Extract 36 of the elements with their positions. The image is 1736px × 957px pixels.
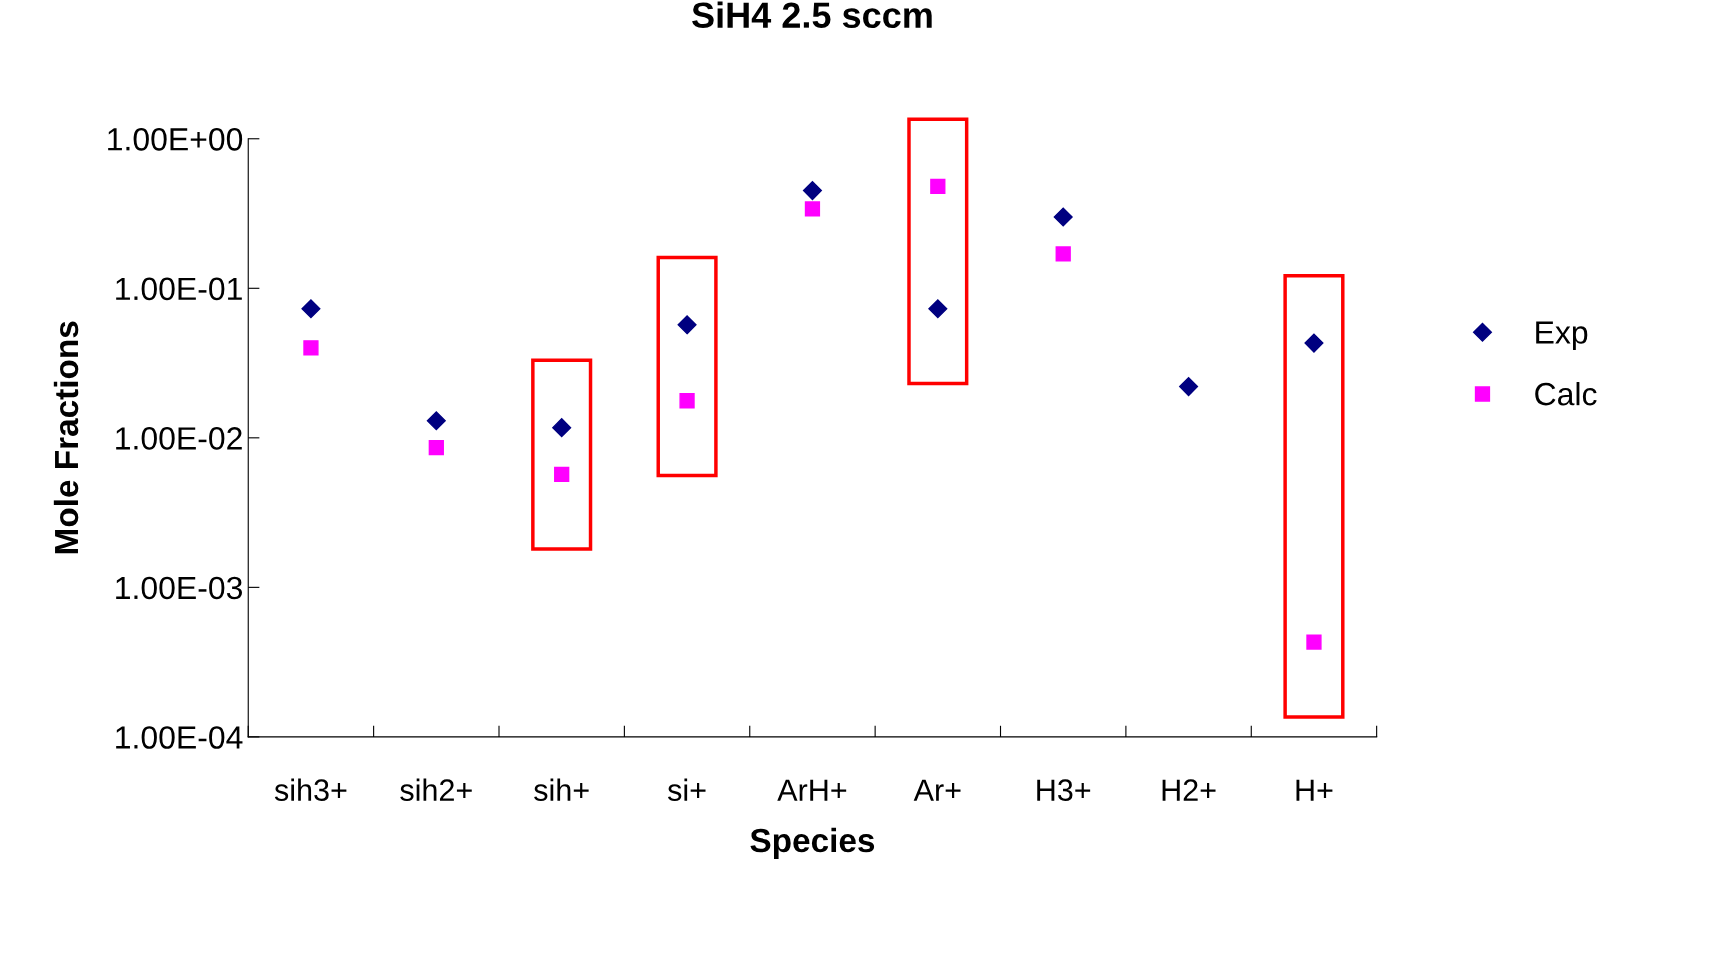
point: [1053, 207, 1073, 227]
x-tick-label: sih3+: [274, 778, 347, 801]
y-tick-label: 1.00E+00: [108, 128, 243, 151]
point: [677, 315, 697, 335]
x-tick-label: H2+: [1162, 779, 1216, 801]
x-tick-label: H3+: [1037, 779, 1091, 801]
y-axis-title: Mole Fractions: [53, 321, 79, 554]
x-tick-label: si+: [667, 778, 706, 801]
legend-label: Calc: [1535, 382, 1597, 406]
point: [1304, 333, 1324, 353]
x-tick-label: Ar+: [913, 779, 961, 801]
point: [1306, 634, 1322, 650]
x-tick-label: H+: [1296, 779, 1333, 801]
x-tick-label: ArH+: [777, 779, 847, 801]
x-tick-label: sih+: [534, 778, 589, 801]
point: [930, 178, 946, 195]
x-axis-title: Species: [750, 827, 875, 859]
point: [802, 181, 822, 201]
point: [552, 418, 572, 438]
point: [928, 299, 948, 319]
point: [804, 201, 821, 217]
point: [554, 466, 570, 482]
chart-title: SiH4 2.5 sccm: [692, 1, 932, 29]
point: [1179, 377, 1199, 397]
y-tick-label: 1.00E-01: [116, 277, 242, 301]
y-tick-label: 1.00E-02: [116, 427, 242, 450]
point: [301, 299, 321, 319]
point: [303, 340, 319, 356]
point: [679, 393, 695, 409]
legend-label: Exp: [1536, 321, 1588, 351]
y-tick-label: 1.00E-04: [116, 726, 243, 749]
point: [428, 439, 444, 456]
point: [1055, 246, 1071, 262]
x-tick-label: sih2+: [400, 778, 472, 801]
point: [426, 411, 446, 431]
y-tick-label: 1.00E-03: [116, 576, 242, 600]
